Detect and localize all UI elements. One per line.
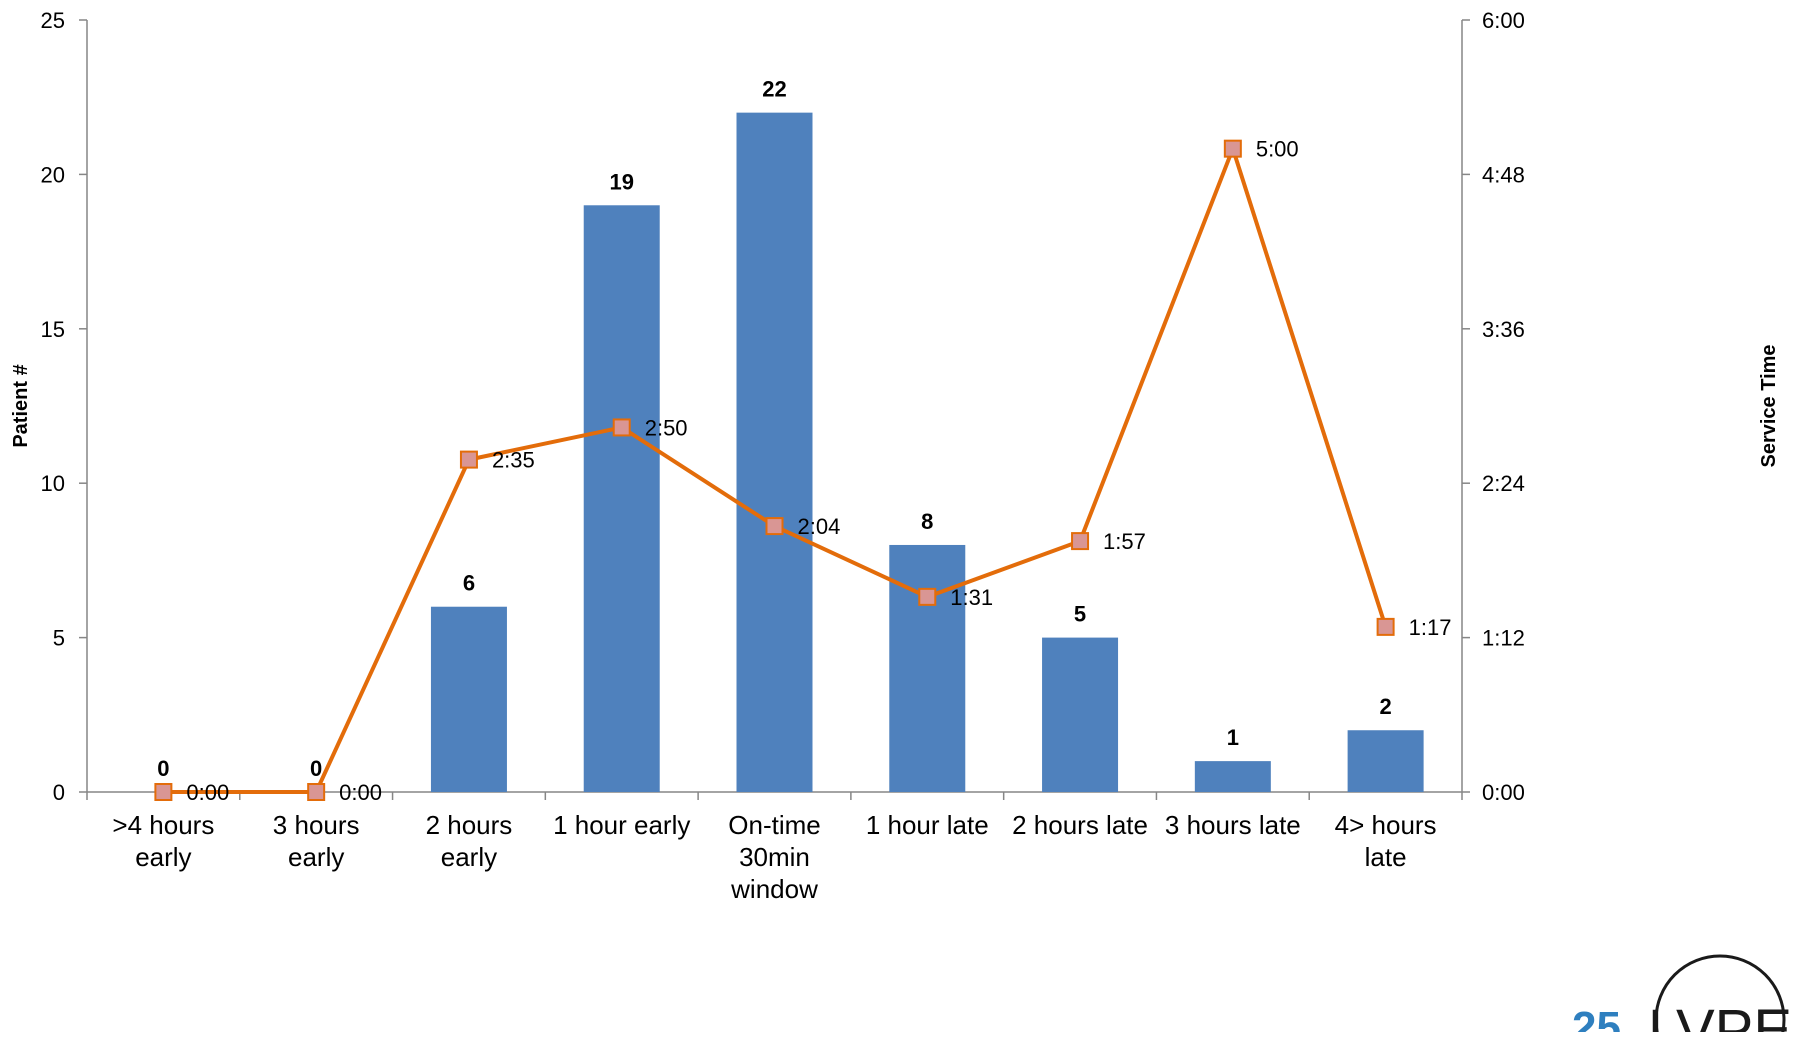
bar-value-label: 19 (609, 169, 633, 194)
x-category-label: On-time 30min window (728, 810, 820, 904)
bar-value-label: 0 (310, 756, 322, 781)
x-category-label: 1 hour late (866, 810, 989, 840)
bar (889, 544, 966, 792)
data-labels: 0 0 6 19 22 8 5 1 2 0:00 0:00 2:35 2:50 2:04 1:31 1:57 5… (157, 77, 1451, 805)
x-category-label-line: window (730, 874, 818, 904)
x-category-label-line: 30min (739, 842, 810, 872)
line-value-label: 1:17 (1409, 615, 1452, 640)
right-tick-label: 2:24 (1482, 471, 1525, 496)
left-tick-label: 20 (41, 162, 65, 187)
bar-value-label: 0 (157, 756, 169, 781)
logo-circle-icon (1654, 954, 1786, 1037)
x-category-label-line: 1 hour early (553, 810, 690, 840)
left-tick-label: 0 (53, 780, 65, 805)
left-tick-label: 10 (41, 471, 65, 496)
logo-text: LVPEI (1648, 998, 1794, 1032)
x-category-label-line: >4 hours (112, 810, 214, 840)
x-category-label-line: early (288, 842, 344, 872)
line-marker (765, 517, 784, 536)
bar (430, 606, 507, 792)
logo-number: 25 (1572, 1003, 1621, 1032)
x-category-label-line: early (135, 842, 191, 872)
right-axis-title: Service Time (1758, 344, 1780, 467)
line-value-label: 1:31 (950, 585, 993, 610)
line-marker (612, 418, 631, 437)
x-category-label-line: On-time (728, 810, 820, 840)
line-marker (459, 450, 478, 469)
line-value-label: 2:35 (492, 448, 535, 473)
right-tick-label: 4:48 (1482, 162, 1525, 187)
bar (1347, 730, 1424, 792)
bar-value-label: 5 (1074, 602, 1086, 627)
right-tick-label: 0:00 (1482, 780, 1525, 805)
line-value-label: 0:00 (339, 780, 382, 805)
bar-value-label: 2 (1379, 694, 1391, 719)
line-marker (307, 783, 326, 801)
bar (736, 112, 813, 792)
line-marker (154, 783, 173, 801)
right-tick-label: 6:00 (1482, 8, 1525, 33)
x-category-label-line: 1 hour late (866, 810, 989, 840)
logo: 25 LVPEI (1572, 954, 1794, 1037)
line-marker (1071, 532, 1090, 551)
right-tick-label: 3:36 (1482, 317, 1525, 342)
line-marker (1376, 617, 1395, 636)
left-tick-label: 25 (41, 8, 65, 33)
bar (583, 205, 660, 792)
line-marker (1223, 139, 1242, 158)
bar (1194, 761, 1271, 792)
x-category-label: 2 hours early (426, 810, 513, 872)
bar-value-label: 1 (1227, 725, 1239, 750)
x-category-label: 1 hour early (553, 810, 690, 840)
x-category-label: 3 hours early (273, 810, 360, 872)
left-tick-label: 5 (53, 626, 65, 651)
line-series (154, 139, 1395, 801)
x-category-label-line: 4> hours (1335, 810, 1437, 840)
x-category-label: 4> hours late (1335, 810, 1437, 872)
line-value-label: 2:50 (645, 415, 688, 440)
x-category-label-line: 3 hours late (1165, 810, 1301, 840)
x-category-label: >4 hours early (112, 810, 214, 872)
x-category-label-line: 3 hours (273, 810, 360, 840)
line-value-label: 1:57 (1103, 529, 1146, 554)
line-value-label: 0:00 (186, 780, 229, 805)
x-category-label-line: late (1365, 842, 1407, 872)
bar-value-label: 22 (762, 77, 786, 102)
x-category-label-line: early (441, 842, 497, 872)
x-category-label: 2 hours late (1012, 810, 1148, 840)
line-marker (918, 587, 937, 606)
bar-value-label: 6 (463, 571, 475, 596)
bar-series (430, 112, 1424, 792)
line-value-label: 2:04 (798, 514, 841, 539)
line-value-label: 5:00 (1256, 137, 1299, 162)
left-axis-title: Patient # (10, 364, 32, 447)
bar (1042, 637, 1119, 792)
right-tick-label: 1:12 (1482, 626, 1525, 651)
bar-value-label: 8 (921, 509, 933, 534)
left-tick-label: 15 (41, 317, 65, 342)
x-category-label-line: 2 hours late (1012, 810, 1148, 840)
x-category-label: 3 hours late (1165, 810, 1301, 840)
x-category-label-line: 2 hours (426, 810, 513, 840)
